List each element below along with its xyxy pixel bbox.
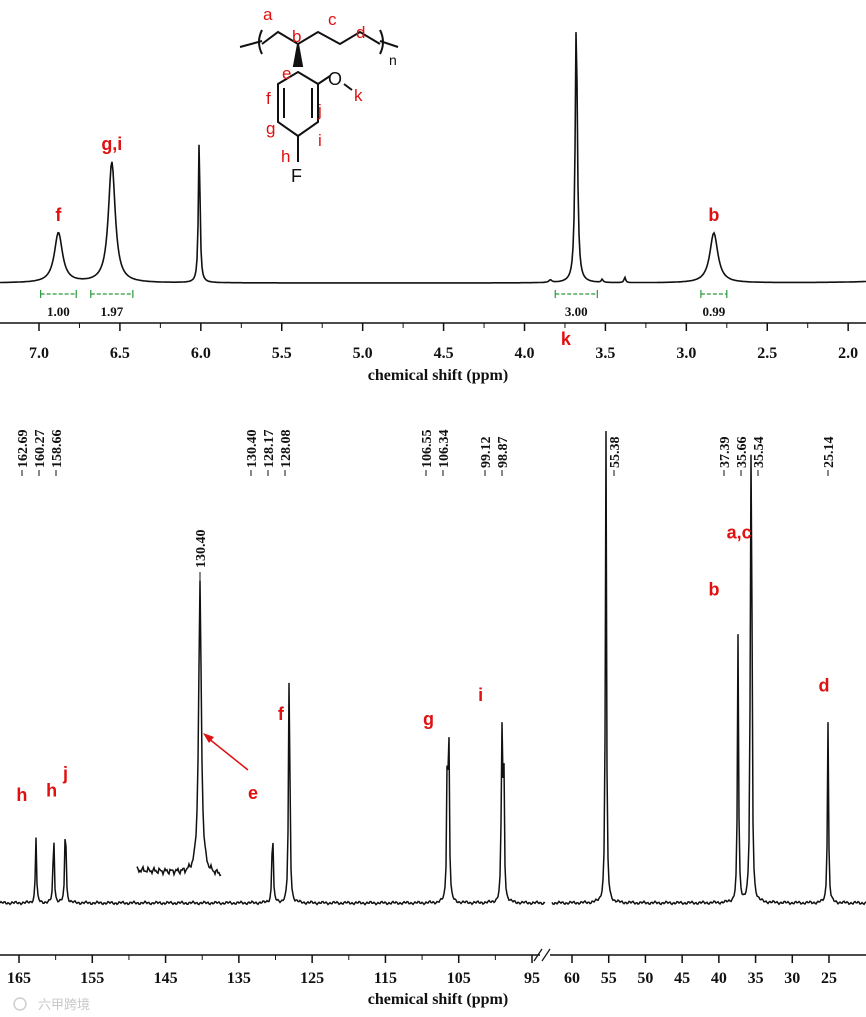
structure-letter-k: k	[354, 86, 363, 105]
structure-letter-i: i	[318, 131, 322, 150]
structure-letter-j: j	[317, 101, 322, 120]
h1-x-tick-label: 4.5	[434, 345, 454, 362]
c13-x-tick-label: 135	[227, 970, 251, 987]
watermark-text: 六甲跨境	[38, 998, 90, 1013]
structure-letter-d: d	[356, 23, 365, 42]
watermark-logo-icon	[13, 997, 27, 1011]
c13-x-tick-label: 25	[821, 970, 837, 987]
c13-shift-label: 158.66	[50, 430, 65, 469]
h1-spectrum-panel: fg,iba,cd 1.001.973.000.994.022.03 7.06.…	[0, 32, 866, 384]
h1-x-tick-label: 4.0	[515, 345, 535, 362]
c13-inset-peak-label: e	[248, 783, 258, 803]
structure-oxygen: O	[328, 69, 342, 89]
axis-break-mark	[533, 948, 551, 962]
polymer-structure: a b c d e f g h i j k O F n	[239, 5, 399, 186]
c13-x-tick-label: 40	[711, 970, 727, 987]
c13-shift-label: 130.40	[245, 430, 260, 469]
c13-peak-label: f	[278, 704, 285, 724]
c13-x-tick-label: 60	[564, 970, 580, 987]
watermark: 六甲跨境	[13, 997, 90, 1013]
c13-peak-label: a,c	[727, 522, 752, 542]
c13-x-axis-title: chemical shift (ppm)	[368, 991, 508, 1008]
c13-shift-label: 128.08	[279, 430, 294, 469]
c13-x-tick-label: 125	[300, 970, 324, 987]
h1-peak-label: b	[708, 205, 719, 225]
c13-spectrum-trace-left	[0, 682, 546, 906]
c13-shift-label: 35.54	[752, 437, 767, 469]
c13-shift-label: 35.66	[735, 437, 750, 469]
structure-letter-a: a	[263, 5, 273, 24]
c13-x-tick-label: 35	[748, 970, 764, 987]
c13-peak-label: h	[16, 785, 27, 805]
h1-integral-value: 1.97	[100, 304, 123, 319]
c13-x-tick-label: 95	[524, 970, 540, 987]
c13-inset-arrowhead	[203, 733, 214, 743]
c13-shift-label: 99.12	[479, 437, 494, 469]
c13-x-tick-label: 155	[80, 970, 104, 987]
c13-x-tick-label: 145	[154, 970, 178, 987]
c13-inset-shift-label: 130.40	[194, 530, 209, 569]
h1-integral-value: 1.00	[47, 304, 70, 319]
h1-x-tick-label: 5.0	[353, 345, 373, 362]
c13-x-tick-label: 30	[784, 970, 800, 987]
structure-letter-h: h	[281, 147, 290, 166]
c13-spectrum-panel: 162.69 160.27 158.66 130.40 128.17 128.08 106.…	[0, 329, 866, 1008]
c13-inset-arrow	[207, 737, 249, 771]
structure-letter-g: g	[266, 119, 275, 138]
c13-inset: 130.40 e	[136, 530, 258, 878]
c13-shift-label: 128.17	[262, 430, 277, 469]
h1-integral-value: 3.00	[565, 304, 588, 319]
c13-peak-label: g	[423, 709, 434, 729]
h1-x-tick-label: 3.0	[676, 345, 696, 362]
structure-letter-f: f	[266, 89, 271, 108]
c13-x-tick-label: 55	[601, 970, 617, 987]
c13-peak-label: j	[62, 763, 68, 783]
c13-x-tick-label: 165	[7, 970, 31, 987]
c13-shift-label: 160.27	[33, 430, 48, 469]
c13-shift-label: 25.14	[822, 437, 837, 469]
h1-peak-label: f	[55, 205, 62, 225]
h1-x-tick-label: 7.0	[29, 345, 49, 362]
h1-x-tick-label: 6.0	[191, 345, 211, 362]
h1-x-tick-label: 6.5	[110, 345, 130, 362]
structure-letter-b: b	[292, 27, 301, 46]
structure-letter-c: c	[328, 10, 337, 29]
c13-x-tick-label: 105	[447, 970, 471, 987]
c13-x-tick-label: 45	[674, 970, 690, 987]
c13-peak-label: b	[709, 579, 720, 599]
c13-inset-trace	[136, 580, 222, 878]
c13-shift-label: 98.87	[496, 437, 511, 469]
h1-spectrum-trace	[0, 32, 866, 284]
c13-x-tick-label: 50	[637, 970, 653, 987]
c13-shift-label: 106.34	[437, 430, 452, 469]
c13-x-tick-label: 115	[374, 970, 397, 987]
c13-peak-label: i	[478, 685, 483, 705]
h1-x-axis-title: chemical shift (ppm)	[368, 367, 508, 384]
c13-shift-label: 106.55	[420, 430, 435, 469]
c13-shift-label: 37.39	[718, 437, 733, 469]
c13-peak-label: k	[561, 329, 572, 349]
structure-fluorine: F	[291, 166, 302, 186]
h1-x-tick-label: 3.5	[595, 345, 615, 362]
structure-letter-e: e	[282, 64, 291, 83]
c13-shift-label: 55.38	[608, 437, 623, 469]
h1-integral-value: 0.99	[702, 304, 725, 319]
h1-peak-label: g,i	[101, 134, 122, 154]
c13-peak-label: h	[46, 781, 57, 801]
h1-x-tick-label: 5.5	[272, 345, 292, 362]
c13-shift-label: 162.69	[16, 430, 31, 469]
h1-x-tick-label: 2.0	[838, 345, 858, 362]
structure-repeat-n: n	[389, 52, 397, 68]
c13-peak-label: d	[818, 675, 829, 695]
c13-spectrum-trace-right	[551, 430, 866, 906]
h1-x-tick-label: 2.5	[757, 345, 777, 362]
